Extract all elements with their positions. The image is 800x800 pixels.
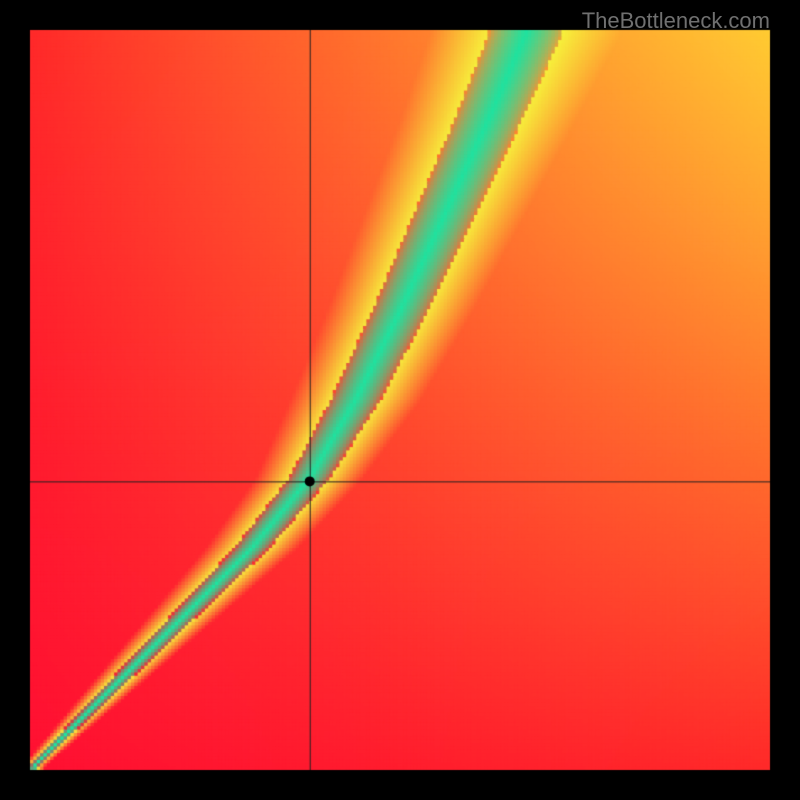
bottleneck-heatmap <box>0 0 800 800</box>
watermark-text: TheBottleneck.com <box>582 8 770 34</box>
